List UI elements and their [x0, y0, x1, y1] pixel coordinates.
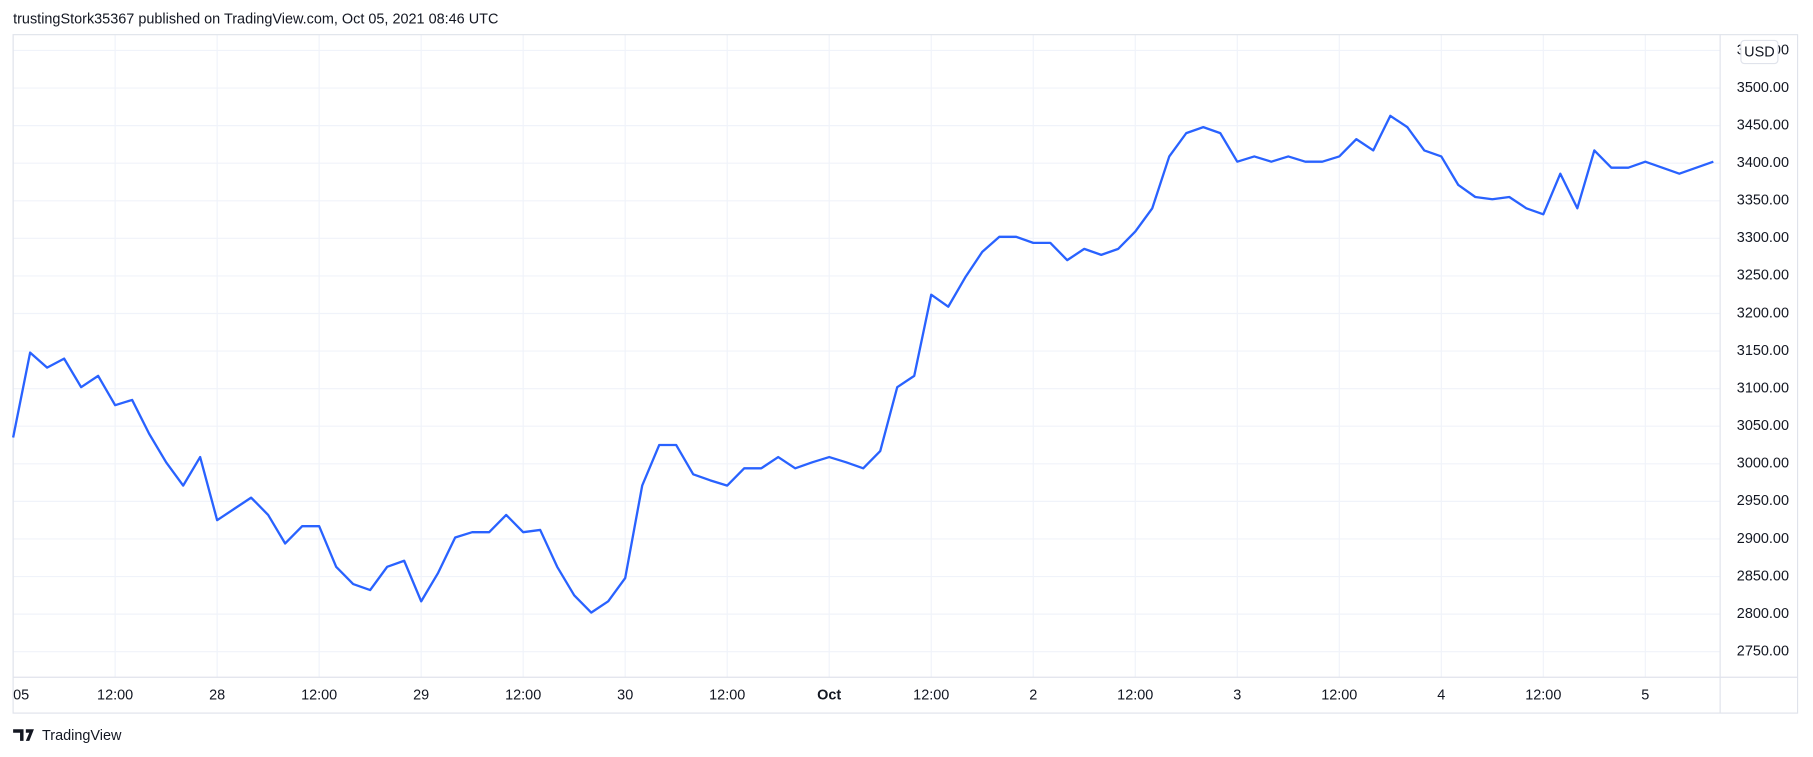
currency-label: USD	[1744, 44, 1774, 60]
x-tick-label: 2	[1029, 688, 1037, 704]
y-tick-label: 2800.00	[1737, 606, 1789, 622]
y-tick-label: 3150.00	[1737, 343, 1789, 359]
price-line	[11, 114, 1714, 614]
y-tick-label: 3300.00	[1737, 230, 1789, 246]
grid	[12, 34, 1721, 678]
y-tick-label: 3100.00	[1737, 380, 1789, 396]
y-tick-label: 3400.00	[1737, 155, 1789, 171]
footer-brand: TradingView	[42, 728, 122, 744]
y-tick-label: 2900.00	[1737, 531, 1789, 547]
chart-title: trustingStork35367 published on TradingV…	[13, 11, 498, 27]
x-tick-label: 28	[209, 688, 225, 704]
currency-badge	[1740, 39, 1779, 65]
y-tick-label: 3250.00	[1737, 268, 1789, 284]
y-tick-label: 3350.00	[1737, 193, 1789, 209]
y-tick-label: 3450.00	[1737, 117, 1789, 133]
x-tick-label: 30	[617, 688, 633, 704]
chart-frame	[12, 34, 1799, 714]
y-tick-label: 2850.00	[1737, 568, 1789, 584]
x-tick-label: 05	[13, 688, 29, 704]
axes: 2750.00 2800.00 2850.00 2900.00 2950.00 3000.…	[13, 42, 1789, 703]
plot	[11, 114, 1714, 614]
y-tick-label: 2950.00	[1737, 493, 1789, 509]
x-tick-label: 12:00	[1321, 688, 1357, 704]
x-tick-label: 29	[413, 688, 429, 704]
x-tick-label: 12:00	[709, 688, 745, 704]
y-tick-label: 3200.00	[1737, 305, 1789, 321]
x-tick-label: 12:00	[301, 688, 337, 704]
x-tick-label: 12:00	[97, 688, 133, 704]
x-tick-label: Oct	[817, 688, 841, 704]
x-tick-label: 12:00	[1525, 688, 1561, 704]
x-tick-label: 12:00	[505, 688, 541, 704]
y-tick-label: 3500.00	[1737, 80, 1789, 96]
x-tick-label: 4	[1437, 688, 1445, 704]
y-tick-label: 2750.00	[1737, 644, 1789, 660]
logo-icon	[13, 729, 34, 741]
x-tick-label: 3	[1233, 688, 1241, 704]
y-tick-label: 3050.00	[1737, 418, 1789, 434]
y-tick-label: 3000.00	[1737, 456, 1789, 472]
x-tick-label: 12:00	[913, 688, 949, 704]
x-tick-label: 5	[1641, 688, 1649, 704]
x-tick-label: 12:00	[1117, 688, 1153, 704]
